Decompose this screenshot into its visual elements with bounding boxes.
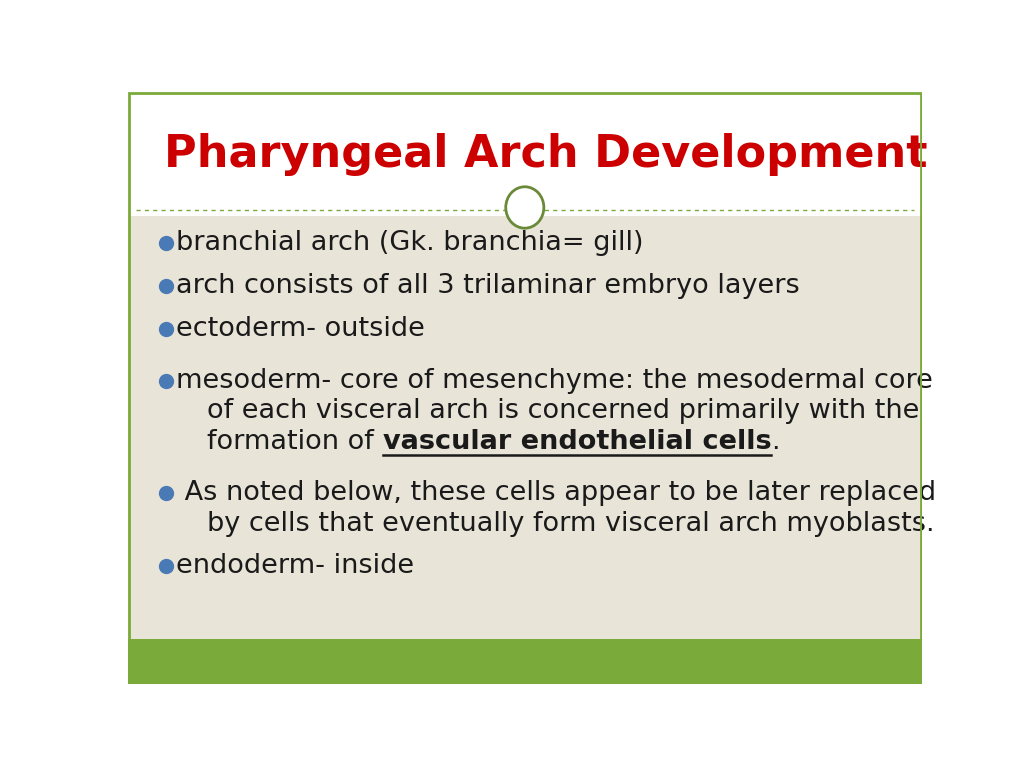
FancyBboxPatch shape: [128, 639, 922, 684]
Text: branchial arch (Gk. branchia= gill): branchial arch (Gk. branchia= gill): [176, 230, 643, 256]
FancyBboxPatch shape: [128, 92, 922, 217]
Text: arch consists of all 3 trilaminar embryo layers: arch consists of all 3 trilaminar embryo…: [176, 273, 800, 299]
Text: vascular endothelial cells: vascular endothelial cells: [383, 429, 771, 455]
FancyBboxPatch shape: [128, 217, 922, 639]
Text: As noted below, these cells appear to be later replaced: As noted below, these cells appear to be…: [176, 480, 936, 506]
Text: .: .: [771, 429, 780, 455]
Text: endoderm- inside: endoderm- inside: [176, 554, 414, 579]
Text: Pharyngeal Arch Development: Pharyngeal Arch Development: [164, 133, 927, 176]
Text: formation of: formation of: [207, 429, 383, 455]
Text: mesoderm- core of mesenchyme: the mesodermal core: mesoderm- core of mesenchyme: the mesode…: [176, 368, 933, 394]
Text: of each visceral arch is concerned primarily with the: of each visceral arch is concerned prima…: [207, 399, 920, 425]
Ellipse shape: [506, 187, 544, 228]
Text: by cells that eventually form visceral arch myoblasts.: by cells that eventually form visceral a…: [207, 511, 935, 537]
Text: ectoderm- outside: ectoderm- outside: [176, 316, 425, 342]
